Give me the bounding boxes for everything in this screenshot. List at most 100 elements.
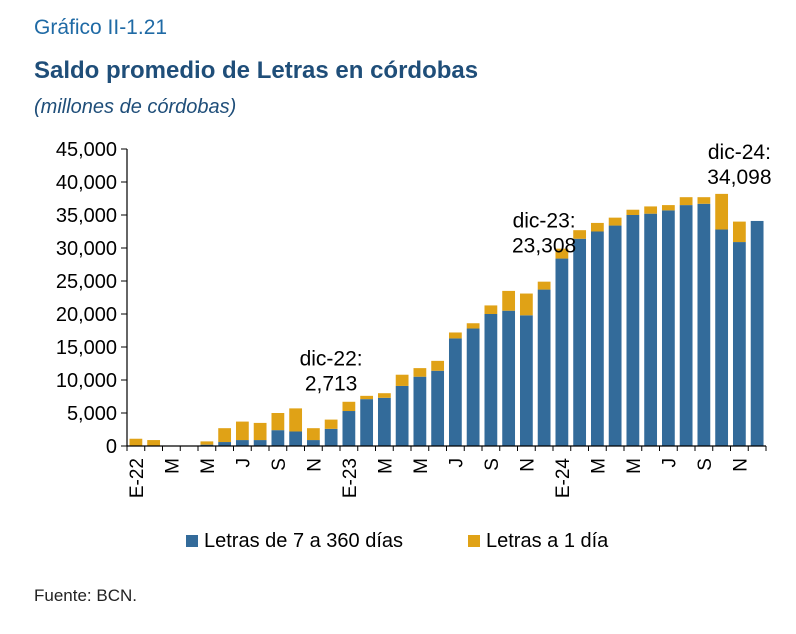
bar-letras-7-360 (395, 385, 409, 446)
y-tick-label: 20,000 (56, 304, 117, 326)
bar-letras-1-dia (608, 217, 622, 226)
x-tick-label: M (162, 458, 183, 474)
bar-letras-1-dia (519, 293, 533, 316)
bar-letras-1-dia (413, 368, 427, 377)
bar-letras-1-dia (147, 440, 161, 446)
y-tick-label: 35,000 (56, 205, 117, 227)
y-tick-label: 0 (106, 436, 117, 458)
bar-letras-7-360 (644, 213, 658, 446)
bar-letras-1-dia (697, 197, 711, 204)
bar-letras-1-dia (289, 408, 303, 432)
bar-letras-1-dia (732, 221, 746, 243)
x-tick-label: E-22 (127, 458, 148, 498)
bar-letras-1-dia (218, 428, 232, 443)
bar-letras-7-360 (608, 225, 622, 446)
bar-letras-7-360 (306, 440, 320, 446)
x-tick-label: M (588, 458, 609, 474)
bar-letras-1-dia (573, 230, 587, 239)
x-tick-label: S (269, 458, 290, 471)
legend-swatch-letras-7-360 (186, 535, 198, 547)
bar-letras-1-dia (395, 374, 409, 386)
bar-letras-7-360 (413, 376, 427, 446)
y-tick-label: 10,000 (56, 370, 117, 392)
x-tick-label: S (695, 458, 716, 471)
bar-letras-1-dia (253, 422, 267, 441)
bar-letras-7-360 (431, 370, 445, 446)
bar-letras-1-dia (644, 206, 658, 214)
bar-letras-1-dia (661, 205, 675, 211)
bar-letras-7-360 (218, 442, 232, 446)
bar-letras-1-dia (200, 441, 214, 445)
bar-letras-7-360 (253, 440, 267, 446)
bar-letras-1-dia (129, 438, 143, 446)
bar-letras-1-dia (466, 323, 480, 329)
x-tick-label: M (624, 458, 645, 474)
bar-letras-7-360 (661, 210, 675, 446)
bar-letras-7-360 (502, 310, 516, 446)
x-tick-label: M (375, 458, 396, 474)
y-tick-label: 25,000 (56, 271, 117, 293)
bar-letras-7-360 (715, 229, 729, 446)
bar-letras-1-dia (679, 197, 693, 206)
figure-label: Gráfico II-1.21 (34, 16, 168, 39)
x-tick-label: J (446, 458, 467, 468)
x-tick-label: N (517, 458, 538, 472)
bar-letras-1-dia (626, 209, 640, 215)
annotation-value: 34,098 (707, 166, 771, 189)
bar-letras-7-360 (466, 328, 480, 446)
annotation-label: dic-23: (513, 210, 576, 233)
bar-letras-7-360 (519, 315, 533, 446)
source-note: Fuente: BCN. (34, 586, 137, 605)
bar-letras-1-dia (306, 428, 320, 441)
bar-letras-7-360 (200, 444, 214, 446)
x-tick-label: N (304, 458, 325, 472)
bar-letras-7-360 (750, 220, 764, 446)
bar-letras-1-dia (431, 360, 445, 371)
legend-swatch-letras-1-dia (468, 535, 480, 547)
x-tick-label: J (659, 458, 680, 468)
y-tick-label: 40,000 (56, 172, 117, 194)
bar-letras-7-360 (732, 242, 746, 446)
bar-letras-1-dia (484, 305, 498, 314)
bar-letras-7-360 (235, 440, 249, 446)
bar-letras-1-dia (360, 395, 374, 400)
y-tick-label: 30,000 (56, 238, 117, 260)
annotation-label: dic-22: (300, 348, 363, 371)
bar-letras-7-360 (377, 397, 391, 446)
y-tick-label: 5,000 (67, 403, 117, 425)
bar-letras-7-360 (448, 338, 462, 446)
bar-letras-1-dia (271, 413, 285, 431)
chart-subtitle: (millones de córdobas) (34, 96, 237, 118)
bar-letras-1-dia (715, 193, 729, 230)
x-tick-label: S (482, 458, 503, 471)
bar-letras-7-360 (697, 203, 711, 446)
annotation-value: 2,713 (305, 373, 358, 396)
bar-letras-7-360 (555, 258, 569, 446)
chart-title: Saldo promedio de Letras en córdobas (34, 57, 479, 84)
stacked-bar-chart: 0 5,000 10,000 15,000 20,000 25,000 30,000 35,0… (56, 139, 772, 552)
x-tick-label: J (233, 458, 254, 468)
bar-letras-1-dia (377, 393, 391, 398)
annotation-label: dic-24: (708, 141, 771, 164)
bar-letras-7-360 (626, 215, 640, 446)
x-tick-label: N (730, 458, 751, 472)
y-tick-label: 15,000 (56, 337, 117, 359)
bar-letras-7-360 (573, 238, 587, 446)
bar-letras-7-360 (360, 399, 374, 446)
bar-letras-7-360 (342, 411, 356, 446)
bar-letras-1-dia (502, 290, 516, 311)
bar-letras-1-dia (590, 222, 604, 232)
bar-letras-1-dia (235, 421, 249, 441)
annotation-value: 23,308 (512, 235, 576, 258)
bar-letras-7-360 (289, 431, 303, 446)
bar-letras-7-360 (679, 205, 693, 446)
bar-letras-7-360 (537, 289, 551, 446)
y-tick-label: 45,000 (56, 139, 117, 161)
bar-letras-7-360 (324, 428, 338, 446)
bar-letras-7-360 (271, 430, 285, 446)
bar-letras-7-360 (484, 314, 498, 446)
bar-letras-1-dia (448, 332, 462, 339)
bar-letras-1-dia (555, 248, 569, 259)
bar-letras-7-360 (590, 231, 604, 446)
x-tick-label: E-23 (340, 458, 361, 498)
